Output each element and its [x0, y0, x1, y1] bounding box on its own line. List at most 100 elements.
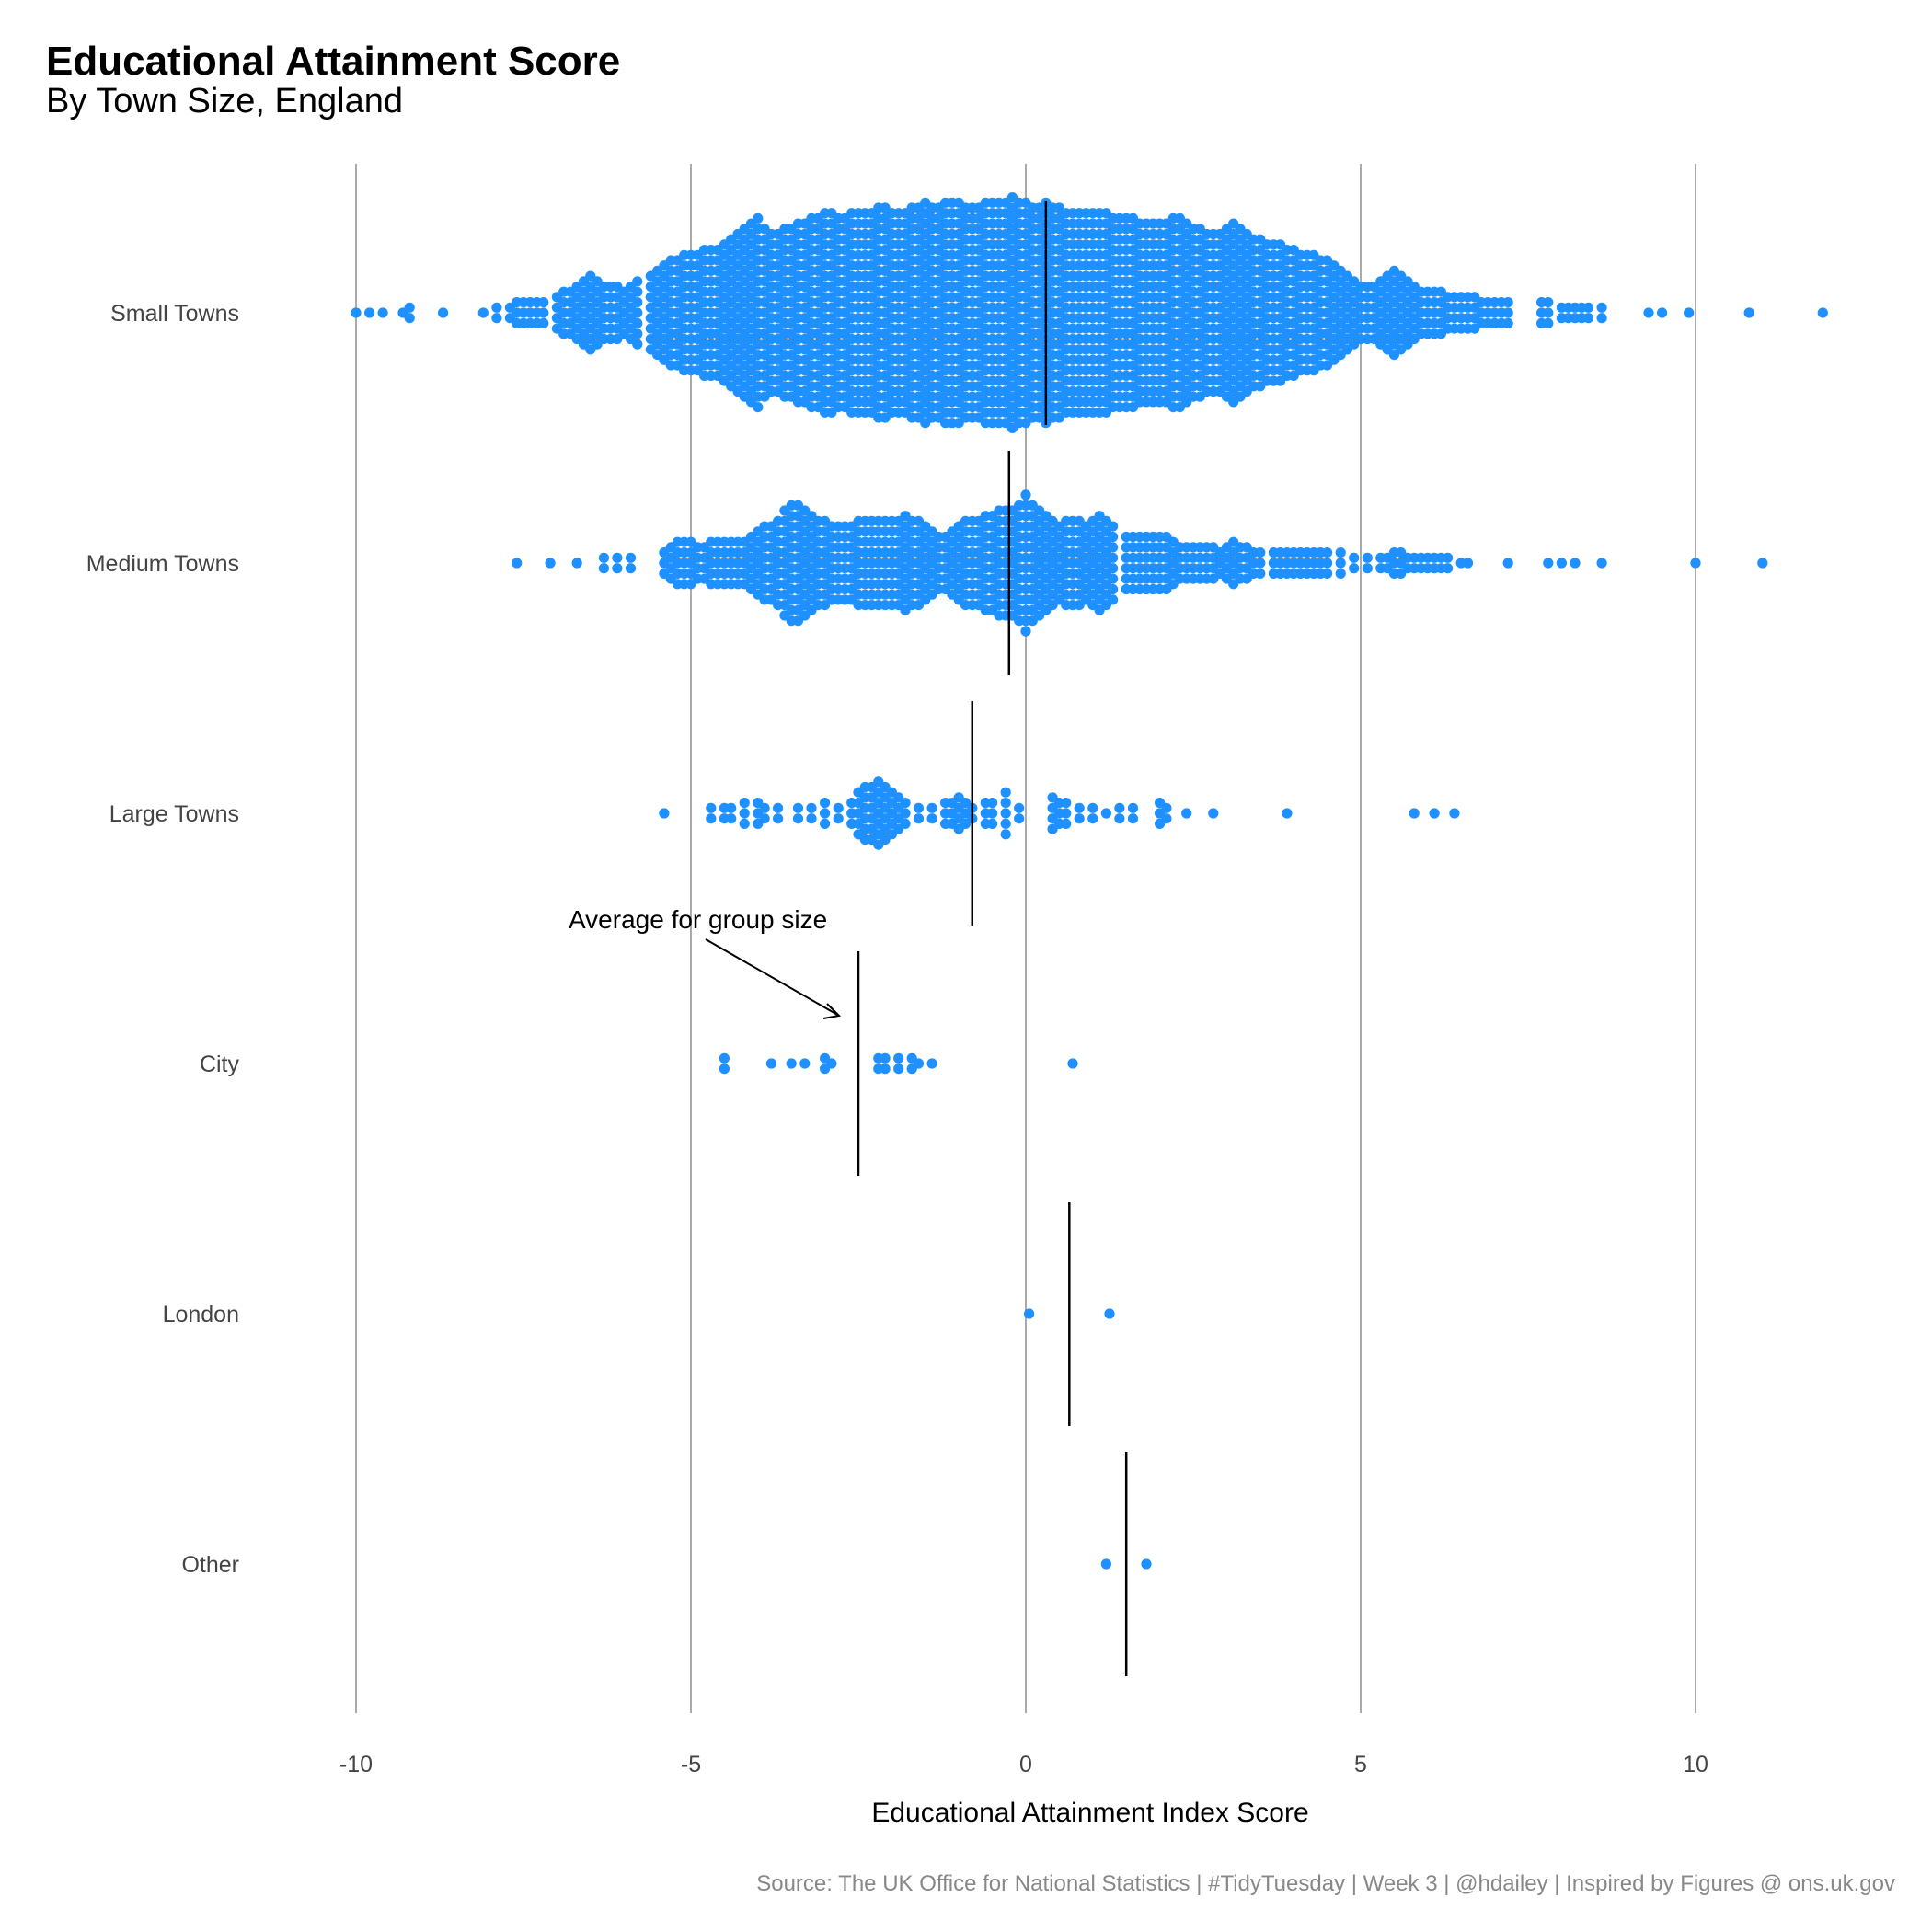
data-point	[1684, 307, 1695, 318]
data-point	[719, 1052, 730, 1064]
data-point	[1000, 787, 1011, 798]
chart-subtitle: By Town Size, England	[46, 82, 403, 121]
x-axis-tick-labels: -10 -5 0 5 10	[339, 1752, 1708, 1777]
data-point	[632, 339, 643, 350]
data-point	[545, 558, 556, 569]
data-point	[1000, 798, 1011, 809]
data-point	[880, 1064, 891, 1075]
data-point	[893, 1052, 904, 1064]
data-point	[893, 1064, 904, 1075]
data-point	[1067, 1058, 1078, 1069]
data-point	[632, 328, 643, 339]
data-point	[987, 818, 998, 830]
data-point	[491, 313, 502, 324]
data-point	[351, 307, 362, 318]
category-label: Small Towns	[110, 301, 239, 327]
data-point	[1449, 808, 1460, 819]
data-point	[377, 307, 388, 318]
data-point	[913, 813, 925, 824]
data-point	[1181, 808, 1192, 819]
data-point	[1014, 802, 1025, 813]
category-label: Medium Towns	[86, 551, 239, 577]
annotation-arrow-head	[822, 1003, 842, 1019]
data-point	[739, 808, 750, 819]
data-point	[1208, 808, 1219, 819]
data-point	[1596, 302, 1607, 313]
data-point	[1087, 802, 1098, 813]
data-point	[753, 402, 764, 413]
data-point	[632, 307, 643, 318]
data-point	[598, 552, 610, 563]
category-label: Other	[181, 1552, 239, 1578]
data-point	[1020, 489, 1031, 500]
data-point	[759, 813, 770, 824]
data-point	[477, 307, 489, 318]
data-point	[799, 1058, 811, 1069]
data-point	[538, 317, 549, 328]
data-point	[1349, 552, 1360, 563]
data-point	[1322, 568, 1333, 580]
data-point	[820, 798, 831, 809]
data-point	[1108, 563, 1119, 574]
data-point	[1335, 568, 1346, 580]
data-point	[1255, 558, 1266, 569]
data-point	[900, 818, 911, 830]
data-point	[1024, 1308, 1035, 1319]
x-tick-label: 0	[1019, 1752, 1032, 1777]
x-tick-label: -10	[339, 1752, 373, 1777]
data-point	[765, 1058, 777, 1069]
data-point	[1127, 802, 1139, 813]
data-point	[1100, 808, 1111, 819]
data-point	[913, 1058, 925, 1069]
data-point	[753, 213, 764, 224]
x-tick-label: 10	[1683, 1752, 1708, 1777]
data-point	[1502, 297, 1513, 308]
data-point	[719, 1064, 730, 1075]
data-point	[1502, 317, 1513, 328]
data-point	[1582, 302, 1594, 313]
data-point	[1061, 808, 1072, 819]
data-point	[880, 1052, 891, 1064]
caption: Source: The UK Office for National Stati…	[756, 1871, 1895, 1896]
x-tick-label: -5	[681, 1752, 701, 1777]
data-point	[1362, 552, 1373, 563]
data-point	[1817, 307, 1828, 318]
data-point	[806, 813, 817, 824]
data-point	[625, 563, 637, 574]
data-point	[820, 808, 831, 819]
data-point	[1255, 547, 1266, 558]
data-point	[759, 802, 770, 813]
annotation-text: Average for group size	[569, 905, 827, 934]
data-point	[1335, 558, 1346, 569]
data-point	[632, 286, 643, 297]
data-point	[1743, 307, 1754, 318]
annotation-arrow-line	[705, 938, 840, 1017]
data-point	[1502, 558, 1513, 569]
data-point	[1282, 808, 1293, 819]
data-point	[806, 802, 817, 813]
data-point	[820, 818, 831, 830]
data-points	[351, 192, 1828, 1570]
chart-title: Educational Attainment Score	[46, 39, 620, 84]
data-point	[659, 808, 670, 819]
data-point	[571, 558, 582, 569]
data-point	[1074, 802, 1085, 813]
data-point	[926, 813, 937, 824]
data-point	[1108, 552, 1119, 563]
data-point	[1543, 317, 1554, 328]
data-point	[987, 808, 998, 819]
data-point	[739, 818, 750, 830]
data-point	[1349, 563, 1360, 574]
data-point	[1362, 563, 1373, 574]
data-point	[364, 307, 375, 318]
mean-lines	[857, 201, 1128, 1676]
data-point	[1462, 558, 1474, 569]
data-point	[900, 808, 911, 819]
data-point	[538, 297, 549, 308]
data-point	[1104, 1308, 1115, 1319]
data-point	[1108, 594, 1119, 605]
data-point	[512, 558, 523, 569]
data-point	[1582, 313, 1594, 324]
data-point	[1543, 297, 1554, 308]
data-point	[1429, 808, 1440, 819]
